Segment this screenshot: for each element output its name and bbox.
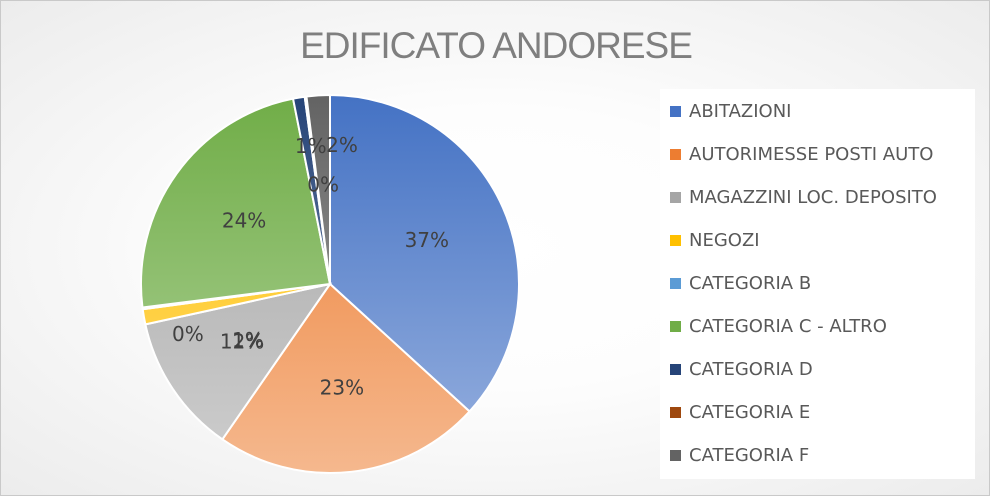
- legend-swatch: [670, 363, 681, 375]
- legend-swatch: [670, 406, 681, 418]
- legend-label: ABITAZIONI: [689, 100, 792, 122]
- legend-swatch: [670, 277, 681, 289]
- pie-slice-magazzini-loc-deposito: [144, 282, 333, 441]
- legend-label: CATEGORIA C - ALTRO: [689, 315, 887, 337]
- legend-item-categoria-f: CATEGORIA F: [670, 443, 809, 467]
- legend-swatch: [670, 148, 681, 160]
- pie-slice-abitazioni: [329, 93, 520, 413]
- legend-swatch: [670, 449, 681, 461]
- legend-label: CATEGORIA B: [689, 272, 812, 294]
- chart-title: EDIFICATO ANDORESE: [300, 25, 693, 66]
- legend-item-abitazioni: ABITAZIONI: [670, 99, 791, 123]
- pie-slice-categoria-c-altro: [140, 97, 332, 309]
- legend-swatch: [670, 191, 681, 203]
- legend-swatch: [670, 234, 681, 246]
- chart-legend: ABITAZIONI AUTORIMESSE POSTI AUTO MAGAZZIN…: [660, 89, 975, 479]
- data-label-categoria-b: 0%: [172, 322, 204, 346]
- legend-item-categoria-b: CATEGORIA B: [670, 271, 811, 295]
- data-label-abitazioni: 37%: [405, 228, 449, 252]
- legend-label: CATEGORIA D: [689, 358, 813, 380]
- data-label-categoria-d: 1%: [295, 134, 327, 158]
- data-label-negozi: 1%: [232, 328, 264, 352]
- data-label-categoria-e: 0%: [307, 173, 339, 197]
- pie-slice-categoria-f: [305, 93, 331, 285]
- legend-label: MAGAZZINI LOC. DEPOSITO: [689, 186, 937, 208]
- data-label-magazzini-loc-deposito: 12%: [220, 329, 264, 353]
- legend-label: NEGOZI: [689, 229, 760, 251]
- legend-item-categoria-d: CATEGORIA D: [670, 357, 813, 381]
- data-label-autorimesse-posti-auto: 23%: [320, 376, 364, 400]
- legend-item-magazzini-loc-deposito: MAGAZZINI LOC. DEPOSITO: [670, 185, 937, 209]
- legend-label: AUTORIMESSE POSTI AUTO: [689, 143, 934, 165]
- data-label-categoria-c-altro: 24%: [222, 209, 266, 233]
- legend-swatch: [670, 320, 681, 332]
- legend-item-categoria-e: CATEGORIA E: [670, 400, 810, 424]
- legend-label: CATEGORIA F: [689, 444, 810, 466]
- legend-swatch: [670, 105, 681, 117]
- legend-label: CATEGORIA E: [689, 401, 811, 423]
- pie-slice-autorimesse-posti-auto: [220, 282, 471, 474]
- legend-item-autorimesse-posti-auto: AUTORIMESSE POSTI AUTO: [670, 142, 933, 166]
- legend-item-negozi: NEGOZI: [670, 228, 760, 252]
- legend-item-categoria-c-altro: CATEGORIA C - ALTRO: [670, 314, 887, 338]
- data-label-categoria-f: 2%: [326, 133, 358, 157]
